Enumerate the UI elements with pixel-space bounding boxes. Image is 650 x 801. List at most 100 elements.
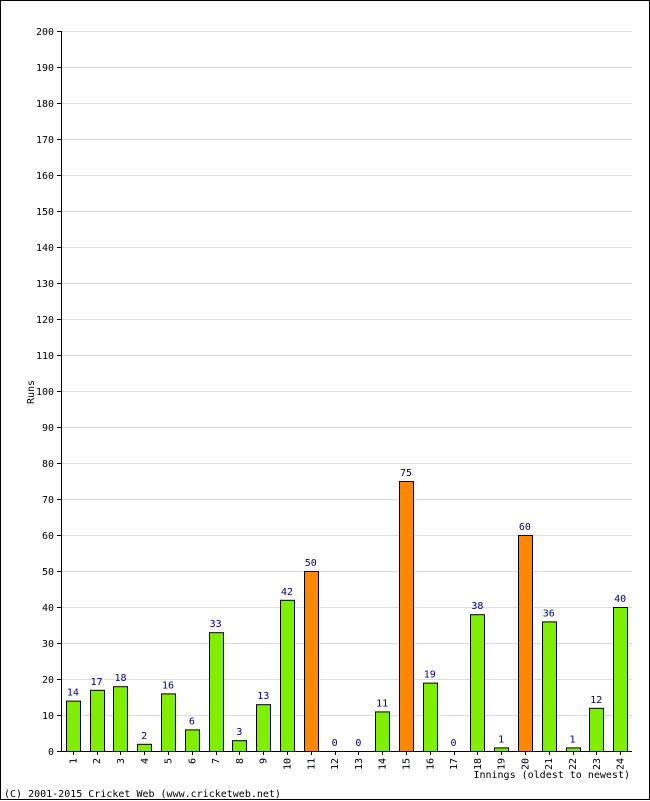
x-tick-label: 18 bbox=[473, 758, 484, 770]
y-tick-label: 110 bbox=[36, 351, 54, 362]
bar-innings-24 bbox=[613, 607, 628, 752]
y-tick-label: 120 bbox=[36, 315, 54, 326]
y-tick-label: 200 bbox=[36, 27, 54, 38]
y-tick-label: 150 bbox=[36, 207, 54, 218]
data-label-innings-23: 12 bbox=[590, 695, 602, 706]
bar-innings-7 bbox=[209, 632, 224, 753]
x-tick-label: 2 bbox=[92, 758, 103, 764]
data-label-innings-24: 40 bbox=[614, 594, 626, 605]
x-tick-label: 24 bbox=[616, 758, 627, 770]
y-tick-label: 30 bbox=[42, 639, 54, 650]
data-label-innings-19: 1 bbox=[498, 734, 504, 745]
x-tick-label: 20 bbox=[520, 758, 531, 770]
bar-innings-15 bbox=[399, 481, 414, 752]
bar-innings-21 bbox=[542, 621, 557, 753]
bar-innings-5 bbox=[161, 693, 176, 753]
data-label-innings-21: 36 bbox=[543, 608, 555, 619]
x-tick-label: 3 bbox=[116, 758, 127, 764]
data-label-innings-14: 11 bbox=[376, 698, 388, 709]
y-tick-label: 180 bbox=[36, 99, 54, 110]
bar-innings-18 bbox=[470, 614, 485, 753]
data-label-innings-3: 18 bbox=[114, 673, 126, 684]
x-tick-label: 10 bbox=[283, 758, 294, 770]
x-tick-label: 5 bbox=[164, 758, 175, 764]
x-tick-label: 23 bbox=[592, 758, 603, 770]
y-tick-label: 20 bbox=[42, 675, 54, 686]
y-axis-title: Runs bbox=[26, 380, 37, 404]
data-label-innings-6: 6 bbox=[189, 716, 195, 727]
x-tick-label: 14 bbox=[378, 758, 389, 770]
x-tick-label: 12 bbox=[330, 758, 341, 770]
y-tick-label: 160 bbox=[36, 171, 54, 182]
x-tick-label: 11 bbox=[306, 758, 317, 770]
bar-innings-19 bbox=[494, 747, 509, 753]
x-tick-label: 19 bbox=[497, 758, 508, 770]
x-tick-label: 8 bbox=[235, 758, 246, 764]
bar-innings-22 bbox=[566, 747, 581, 753]
data-label-innings-16: 19 bbox=[424, 670, 436, 681]
x-tick-label: 1 bbox=[68, 758, 79, 764]
bars bbox=[66, 481, 628, 753]
x-axis-title: Innings (oldest to newest) bbox=[473, 770, 630, 781]
x-tick-label: 13 bbox=[354, 758, 365, 770]
y-tick-label: 0 bbox=[48, 747, 54, 758]
x-tick-label: 4 bbox=[140, 758, 151, 764]
bar-innings-4 bbox=[137, 743, 152, 752]
y-tick-label: 40 bbox=[42, 603, 54, 614]
x-tick-label: 6 bbox=[187, 758, 198, 764]
y-tick-label: 50 bbox=[42, 567, 54, 578]
data-label-innings-5: 16 bbox=[162, 680, 174, 691]
copyright-footer: (C) 2001-2015 Cricket Web (www.cricketwe… bbox=[4, 789, 281, 800]
data-label-innings-1: 14 bbox=[67, 688, 79, 699]
x-axis-ticks: 1 2 3 4 5 6 7 8 9 10 11 12 13 14 15 16 17 18 19 20 21 22 23 24 bbox=[68, 751, 627, 770]
data-label-innings-11: 50 bbox=[305, 558, 317, 569]
bar-innings-16 bbox=[423, 682, 438, 752]
y-tick-label: 130 bbox=[36, 279, 54, 290]
y-tick-label: 100 bbox=[36, 387, 54, 398]
data-label-innings-17: 0 bbox=[451, 738, 457, 749]
bar-innings-2 bbox=[90, 689, 105, 752]
y-tick-label: 170 bbox=[36, 135, 54, 146]
bar-innings-20 bbox=[518, 535, 533, 752]
x-tick-label: 7 bbox=[211, 758, 222, 764]
x-tick-label: 22 bbox=[568, 758, 579, 770]
data-label-innings-2: 17 bbox=[91, 677, 103, 688]
bar-innings-6 bbox=[185, 729, 200, 753]
x-tick-label: 21 bbox=[544, 758, 555, 770]
y-tick-label: 60 bbox=[42, 531, 54, 542]
bar-innings-14 bbox=[375, 711, 390, 753]
bar-innings-3 bbox=[113, 686, 128, 753]
bar-innings-1 bbox=[66, 700, 81, 752]
data-label-innings-13: 0 bbox=[355, 738, 361, 749]
data-label-innings-22: 1 bbox=[570, 734, 576, 745]
data-label-innings-9: 13 bbox=[257, 691, 269, 702]
y-tick-label: 190 bbox=[36, 63, 54, 74]
grid-lines bbox=[61, 31, 632, 716]
data-label-innings-10: 42 bbox=[281, 587, 293, 598]
bar-innings-10 bbox=[280, 599, 295, 752]
y-tick-label: 70 bbox=[42, 495, 54, 506]
y-axis-ticks: 0 10 20 30 40 50 60 70 80 90 100 110 120 130 140 150 160… bbox=[36, 27, 61, 758]
x-tick-label: 16 bbox=[425, 758, 436, 770]
bar-innings-23 bbox=[589, 707, 604, 752]
data-label-innings-15: 75 bbox=[400, 468, 412, 479]
y-tick-label: 10 bbox=[42, 711, 54, 722]
x-tick-label: 15 bbox=[401, 758, 412, 770]
y-tick-label: 80 bbox=[42, 459, 54, 470]
x-tick-label: 9 bbox=[259, 758, 270, 764]
bar-innings-9 bbox=[256, 704, 271, 753]
data-label-innings-20: 60 bbox=[519, 522, 531, 533]
data-label-innings-4: 2 bbox=[141, 731, 147, 742]
y-tick-label: 140 bbox=[36, 243, 54, 254]
data-label-innings-7: 33 bbox=[210, 619, 222, 630]
x-tick-label: 17 bbox=[449, 758, 460, 770]
data-label-innings-8: 3 bbox=[236, 727, 242, 738]
bar-innings-8 bbox=[232, 740, 247, 753]
data-label-innings-12: 0 bbox=[332, 738, 338, 749]
bar-innings-11 bbox=[304, 571, 319, 752]
y-tick-label: 90 bbox=[42, 423, 54, 434]
data-label-innings-18: 38 bbox=[471, 601, 483, 612]
